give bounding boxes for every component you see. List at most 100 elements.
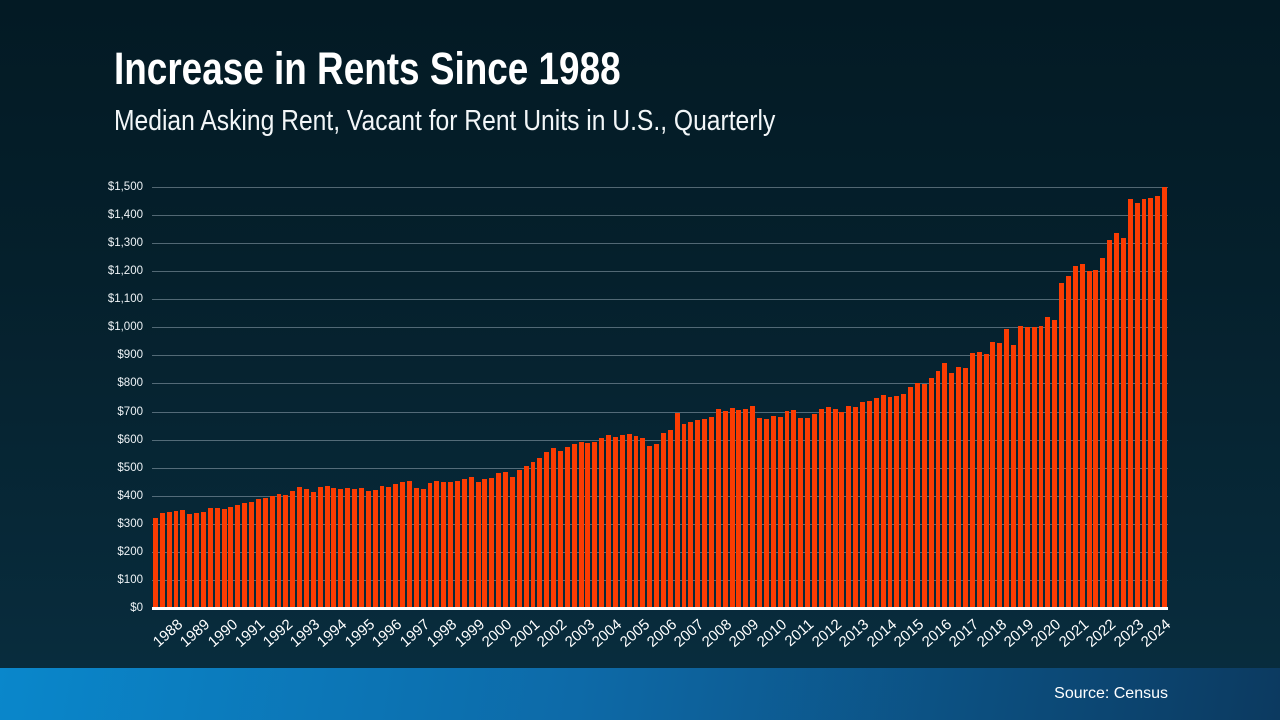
- bar: [386, 486, 392, 608]
- bar: [921, 384, 927, 608]
- bar-chart-plot-area: $0 $100 $200 $300 $400 $500 $600 $700 $800 $900 $1…: [108, 181, 1175, 651]
- bar: [956, 366, 962, 608]
- bar: [173, 510, 179, 608]
- bar: [523, 465, 529, 608]
- bar: [976, 352, 982, 608]
- bar: [805, 418, 811, 608]
- y-axis-tick-label: $1,100: [107, 293, 143, 306]
- bar: [709, 416, 714, 608]
- bar: [262, 497, 268, 608]
- bar: [942, 363, 948, 608]
- bar: [1038, 325, 1044, 608]
- bar: [557, 450, 563, 608]
- gridline: [152, 439, 1168, 441]
- gridline: [152, 579, 1168, 581]
- gridline: [152, 271, 1168, 273]
- bar: [1065, 275, 1071, 608]
- bar: [516, 469, 522, 608]
- bar: [427, 483, 433, 608]
- bar: [201, 512, 206, 608]
- bar: [647, 445, 653, 608]
- gridline: [152, 327, 1168, 329]
- bar: [166, 511, 172, 608]
- bar: [221, 508, 227, 608]
- x-axis-year-label: 1989: [176, 616, 214, 651]
- bar: [873, 398, 879, 608]
- bar: [770, 416, 776, 608]
- page-subtitle: Median Asking Rent, Vacant for Rent Unit…: [114, 105, 776, 137]
- bar: [310, 492, 316, 608]
- bar: [290, 490, 296, 608]
- bar: [544, 451, 550, 608]
- bar: [537, 457, 543, 608]
- source-band: Source: Census: [0, 668, 1280, 720]
- bar: [997, 342, 1003, 608]
- y-axis-tick-label: $500: [117, 461, 143, 474]
- bar: [338, 489, 344, 608]
- bar: [606, 435, 611, 608]
- gridline: [152, 215, 1168, 217]
- bar: [564, 447, 570, 608]
- bar: [777, 417, 783, 608]
- bar: [832, 409, 838, 608]
- bar: [695, 419, 701, 608]
- bar: [400, 481, 406, 608]
- gridline: [152, 187, 1168, 188]
- bar: [1052, 320, 1058, 608]
- bar: [1079, 264, 1085, 608]
- bar: [585, 442, 591, 608]
- bar: [1017, 325, 1023, 608]
- bar: [825, 406, 831, 608]
- bar: [503, 471, 508, 608]
- bar: [729, 408, 735, 608]
- bar: [1011, 345, 1016, 608]
- x-axis-year-label: 1991: [231, 616, 269, 651]
- bar: [969, 353, 975, 608]
- y-axis-tick-label: $1,200: [107, 265, 143, 278]
- bar: [1004, 329, 1010, 608]
- bar: [276, 494, 282, 608]
- bar: [928, 377, 934, 608]
- bar: [667, 430, 673, 608]
- bar: [1059, 283, 1065, 608]
- bar: [681, 424, 687, 608]
- y-axis-tick-label: $100: [117, 573, 143, 586]
- bar: [331, 488, 337, 608]
- bar: [846, 405, 852, 608]
- bar: [482, 479, 488, 608]
- bar: [530, 461, 536, 608]
- bar: [798, 417, 804, 608]
- bar: [784, 410, 790, 608]
- bar: [750, 405, 756, 608]
- bar: [242, 503, 248, 608]
- bar: [283, 494, 289, 608]
- bar: [1107, 240, 1113, 608]
- bar: [763, 419, 769, 608]
- bar: [1100, 257, 1106, 608]
- bar: [159, 513, 165, 608]
- bar: [297, 487, 303, 608]
- bar: [894, 396, 900, 608]
- bar: [949, 372, 955, 608]
- gridline: [152, 243, 1168, 245]
- bar: [187, 514, 193, 608]
- gridline: [152, 411, 1168, 413]
- bar: [1072, 266, 1078, 608]
- bar: [345, 488, 351, 608]
- y-axis-tick-label: $0: [130, 602, 143, 614]
- gridline: [152, 299, 1168, 301]
- bar: [853, 407, 859, 608]
- bar: [908, 387, 914, 608]
- y-axis-tick-label: $700: [117, 405, 143, 418]
- bar: [152, 517, 158, 608]
- source-label: Source: Census: [1054, 685, 1168, 702]
- bar: [640, 437, 646, 608]
- gridline: [152, 551, 1168, 553]
- bar: [441, 482, 447, 608]
- bar: [963, 367, 968, 608]
- bar: [235, 505, 241, 608]
- bar: [461, 479, 467, 608]
- y-axis-tick-label: $1,300: [107, 237, 143, 250]
- y-axis-tick-label: $200: [117, 545, 143, 558]
- bar: [324, 485, 330, 608]
